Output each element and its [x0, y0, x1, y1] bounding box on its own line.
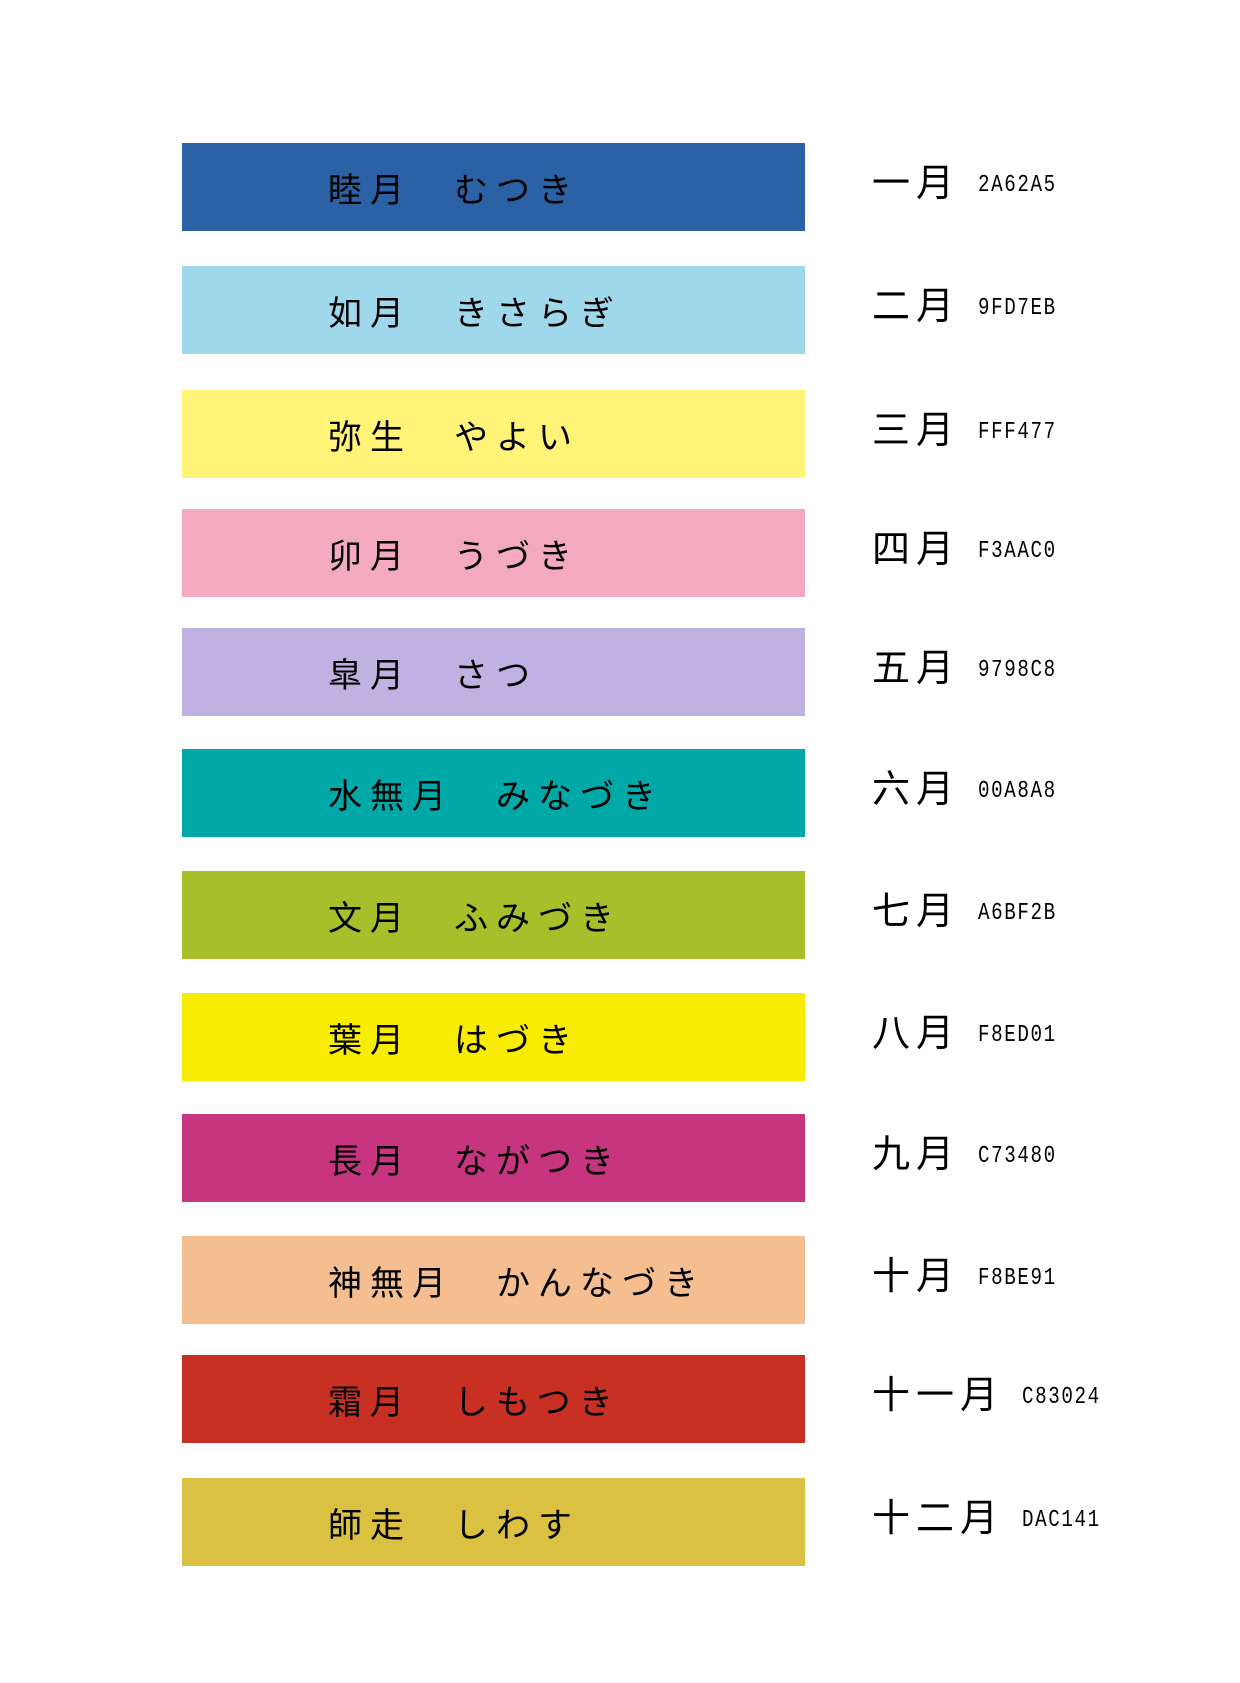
month-row: 長月 ながつき 九月 C73480: [0, 1114, 1240, 1202]
hex-code: C73480: [978, 1142, 1057, 1170]
month-traditional-name: 如月 きさらぎ: [328, 294, 622, 334]
month-kanji: 十一月: [872, 1373, 1005, 1417]
month-number: 五月 9798C8: [872, 646, 1076, 693]
month-number: 六月 00A8A8: [872, 767, 1076, 814]
month-traditional-name: 霜月 しもつき: [328, 1383, 621, 1423]
month-kanji: 六月: [872, 767, 961, 811]
month-kanji: 十二月: [872, 1496, 1005, 1540]
month-number: 十月 F8BE91: [872, 1254, 1076, 1301]
month-kanji: 三月: [872, 408, 961, 452]
month-kanji: 五月: [872, 646, 961, 690]
month-traditional-name: 水無月 みなづき: [328, 777, 664, 817]
color-bar: 皐月 さつ: [182, 628, 805, 716]
month-kanji: 八月: [872, 1011, 961, 1055]
month-number: 八月 F8ED01: [872, 1011, 1076, 1058]
month-row: 神無月 かんなづき 十月 F8BE91: [0, 1236, 1240, 1324]
month-number: 三月 FFF477: [872, 408, 1076, 455]
color-bar: 文月 ふみづき: [182, 871, 805, 959]
color-bar: 如月 きさらぎ: [182, 266, 805, 354]
color-bar: 弥生 やよい: [182, 390, 805, 478]
color-bar: 葉月 はづき: [182, 993, 805, 1081]
color-bar: 睦月 むつき: [182, 143, 805, 231]
color-bar: 長月 ながつき: [182, 1114, 805, 1202]
hex-code: F8ED01: [978, 1021, 1057, 1049]
month-traditional-name: 神無月 かんなづき: [328, 1264, 706, 1304]
month-row: 卯月 うづき 四月 F3AAC0: [0, 509, 1240, 597]
month-kanji: 二月: [872, 284, 961, 328]
month-traditional-name: 師走 しわす: [328, 1506, 580, 1546]
color-bar: 師走 しわす: [182, 1478, 805, 1566]
month-number: 二月 9FD7EB: [872, 284, 1076, 331]
month-row: 文月 ふみづき 七月 A6BF2B: [0, 871, 1240, 959]
color-bar: 卯月 うづき: [182, 509, 805, 597]
hex-code: 00A8A8: [978, 777, 1057, 805]
month-traditional-name: 卯月 うづき: [328, 537, 580, 577]
month-traditional-name: 皐月 さつ: [328, 656, 538, 696]
month-row: 師走 しわす 十二月 DAC141: [0, 1478, 1240, 1566]
hex-code: A6BF2B: [978, 899, 1057, 927]
month-row: 如月 きさらぎ 二月 9FD7EB: [0, 266, 1240, 354]
hex-code: FFF477: [978, 418, 1057, 446]
month-number: 十一月 C83024: [872, 1373, 1120, 1420]
color-bar: 霜月 しもつき: [182, 1355, 805, 1443]
hex-code: 9798C8: [978, 656, 1057, 684]
month-number: 十二月 DAC141: [872, 1496, 1120, 1543]
month-kanji: 九月: [872, 1132, 961, 1176]
month-row: 霜月 しもつき 十一月 C83024: [0, 1355, 1240, 1443]
hex-code: 2A62A5: [978, 171, 1057, 199]
month-traditional-name: 弥生 やよい: [328, 418, 580, 458]
month-traditional-name: 長月 ながつき: [328, 1142, 622, 1182]
month-traditional-name: 葉月 はづき: [328, 1021, 580, 1061]
hex-code: F3AAC0: [978, 537, 1057, 565]
hex-code: 9FD7EB: [978, 294, 1057, 322]
month-number: 九月 C73480: [872, 1132, 1076, 1179]
month-number: 七月 A6BF2B: [872, 889, 1076, 936]
month-traditional-name: 文月 ふみづき: [328, 899, 622, 939]
month-row: 葉月 はづき 八月 F8ED01: [0, 993, 1240, 1081]
month-kanji: 十月: [872, 1254, 961, 1298]
hex-code: F8BE91: [978, 1264, 1057, 1292]
month-kanji: 七月: [872, 889, 961, 933]
month-number: 四月 F3AAC0: [872, 527, 1076, 574]
month-number: 一月 2A62A5: [872, 161, 1076, 208]
color-bar: 神無月 かんなづき: [182, 1236, 805, 1324]
month-row: 水無月 みなづき 六月 00A8A8: [0, 749, 1240, 837]
hex-code: DAC141: [1022, 1506, 1101, 1534]
month-row: 弥生 やよい 三月 FFF477: [0, 390, 1240, 478]
month-kanji: 一月: [872, 161, 961, 205]
hex-code: C83024: [1022, 1383, 1101, 1411]
month-row: 皐月 さつ 五月 9798C8: [0, 628, 1240, 716]
month-kanji: 四月: [872, 527, 961, 571]
month-row: 睦月 むつき 一月 2A62A5: [0, 143, 1240, 231]
month-traditional-name: 睦月 むつき: [328, 171, 580, 211]
color-bar: 水無月 みなづき: [182, 749, 805, 837]
